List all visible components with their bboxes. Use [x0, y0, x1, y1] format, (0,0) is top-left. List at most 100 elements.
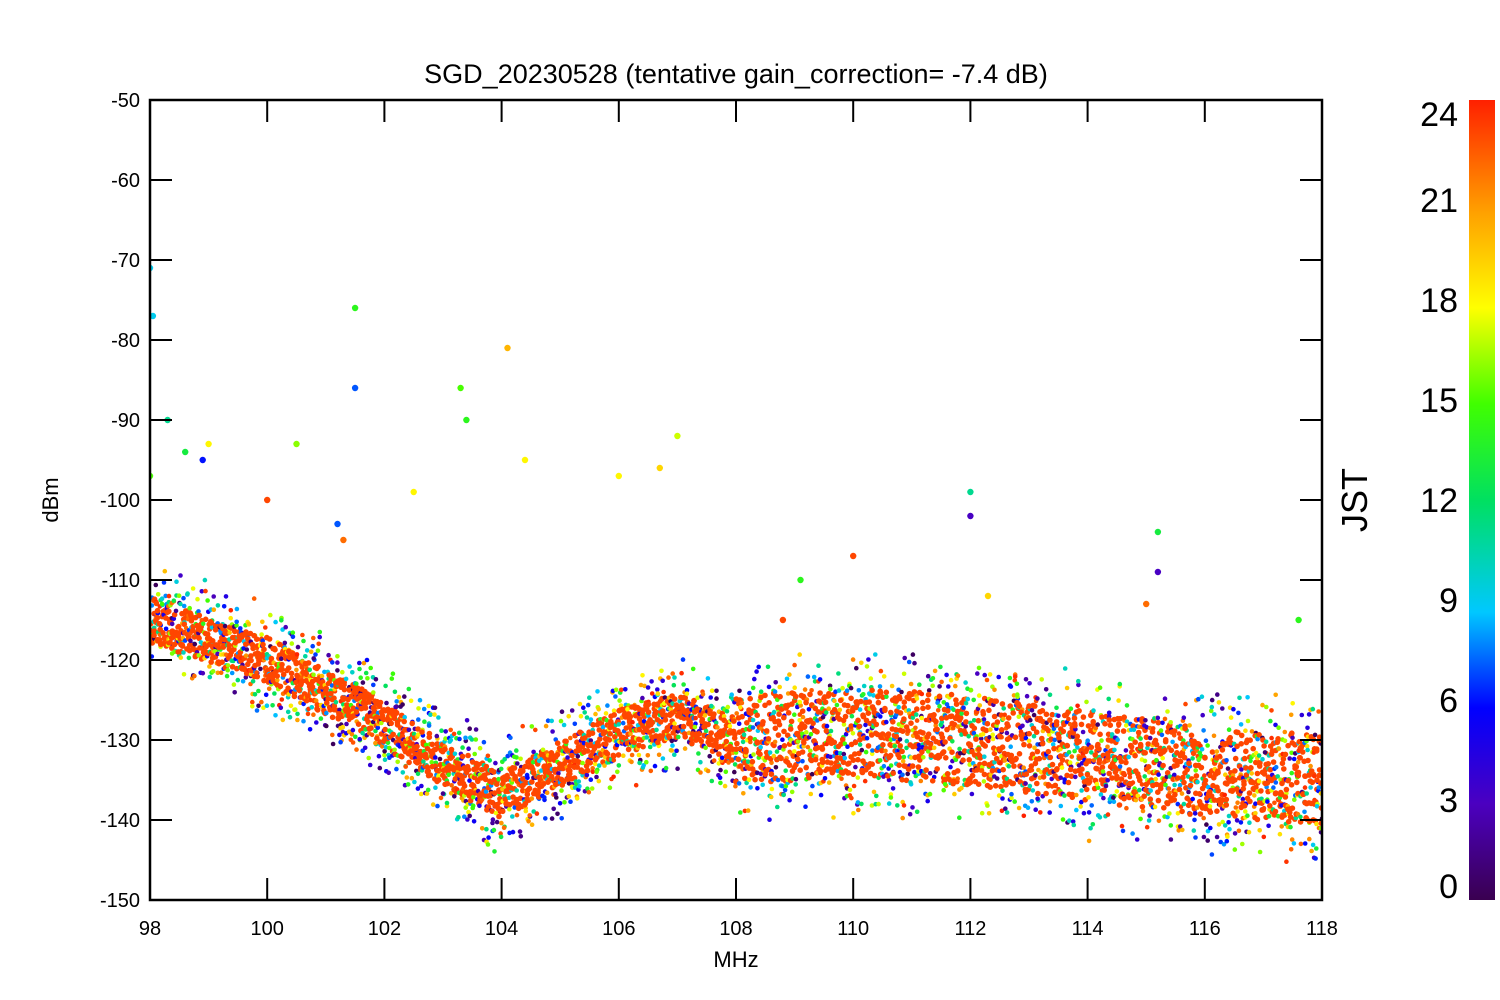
scatter-point	[608, 785, 613, 790]
scatter-point	[486, 754, 491, 759]
scatter-point	[648, 745, 653, 750]
scatter-point	[1241, 786, 1247, 792]
scatter-point	[1148, 736, 1153, 741]
scatter-point	[1235, 809, 1240, 814]
scatter-point	[1089, 745, 1095, 751]
scatter-point	[1075, 704, 1080, 709]
scatter-point	[941, 749, 947, 755]
scatter-point	[783, 788, 788, 793]
scatter-point	[290, 641, 295, 646]
scatter-point	[809, 792, 814, 797]
scatter-point	[1268, 767, 1274, 773]
scatter-point	[1218, 754, 1223, 759]
scatter-point	[1225, 839, 1230, 844]
scatter-point	[1264, 705, 1269, 710]
scatter-point	[645, 735, 650, 740]
scatter-point	[1035, 749, 1041, 755]
scatter-point	[273, 620, 278, 625]
scatter-point	[1169, 748, 1175, 754]
scatter-point	[660, 679, 665, 684]
scatter-point	[867, 699, 873, 705]
scatter-point	[889, 795, 894, 800]
scatter-point	[925, 799, 930, 804]
scatter-point	[542, 795, 547, 800]
scatter-point	[711, 711, 717, 717]
scatter-point	[776, 778, 781, 783]
scatter-point	[280, 697, 285, 702]
scatter-point	[179, 655, 184, 660]
scatter-point	[575, 796, 580, 801]
scatter-point	[405, 775, 410, 780]
scatter-point	[1226, 766, 1231, 771]
scatter-point	[1161, 805, 1167, 811]
scatter-point	[588, 760, 594, 766]
scatter-point	[988, 672, 993, 677]
scatter-point	[422, 707, 427, 712]
scatter-point	[427, 723, 432, 728]
scatter-point	[400, 702, 405, 707]
scatter-point	[1054, 722, 1060, 728]
scatter-point	[743, 747, 749, 753]
scatter-point	[937, 684, 942, 689]
scatter-point	[363, 705, 369, 711]
scatter-point	[785, 677, 790, 682]
scatter-point	[949, 692, 955, 698]
scatter-point	[725, 709, 730, 714]
scatter-point	[911, 652, 916, 657]
scatter-point	[850, 714, 855, 719]
scatter-point	[897, 696, 903, 702]
scatter-point	[436, 715, 441, 720]
scatter-point	[1181, 780, 1187, 786]
scatter-point	[407, 687, 412, 692]
scatter-point	[750, 759, 756, 765]
scatter-point	[1258, 850, 1263, 855]
scatter-point	[679, 671, 684, 676]
scatter-point	[241, 679, 246, 684]
scatter-point	[292, 694, 298, 700]
scatter-point	[646, 753, 651, 758]
scatter-point	[1167, 786, 1172, 791]
scatter-point	[925, 698, 931, 704]
scatter-point	[878, 684, 883, 689]
scatter-point	[1160, 763, 1166, 769]
scatter-point	[590, 786, 595, 791]
scatter-point	[205, 598, 210, 603]
scatter-point	[649, 679, 654, 684]
scatter-point	[1047, 810, 1052, 815]
scatter-point	[1235, 800, 1240, 805]
scatter-point	[445, 801, 450, 806]
scatter-point	[902, 755, 907, 760]
scatter-point	[982, 754, 987, 759]
scatter-point	[985, 678, 990, 683]
scatter-point	[823, 776, 828, 781]
scatter-point	[1072, 749, 1077, 754]
scatter-point	[1260, 807, 1266, 813]
scatter-point	[430, 742, 436, 748]
scatter-point	[1106, 697, 1111, 702]
scatter-point	[1283, 739, 1288, 744]
scatter-point	[342, 687, 348, 693]
scatter-point	[798, 700, 803, 705]
scatter-point	[297, 688, 303, 694]
scatter-point	[368, 725, 374, 731]
scatter-point	[1224, 802, 1230, 808]
scatter-point	[1100, 764, 1106, 770]
scatter-point	[318, 630, 323, 635]
scatter-point	[555, 752, 561, 758]
scatter-point	[187, 606, 192, 611]
scatter-point	[676, 735, 681, 740]
scatter-point	[1232, 777, 1238, 783]
scatter-point	[1227, 827, 1232, 832]
scatter-point	[905, 728, 911, 734]
scatter-point	[428, 712, 433, 717]
scatter-point	[1210, 698, 1215, 703]
scatter-point	[407, 728, 412, 733]
scatter-point	[908, 780, 913, 785]
scatter-point	[1067, 818, 1072, 823]
scatter-point	[955, 768, 961, 774]
scatter-point	[637, 753, 642, 758]
scatter-point	[478, 746, 483, 751]
scatter-point	[1112, 748, 1117, 753]
scatter-point	[866, 743, 872, 749]
scatter-point	[1004, 721, 1010, 727]
